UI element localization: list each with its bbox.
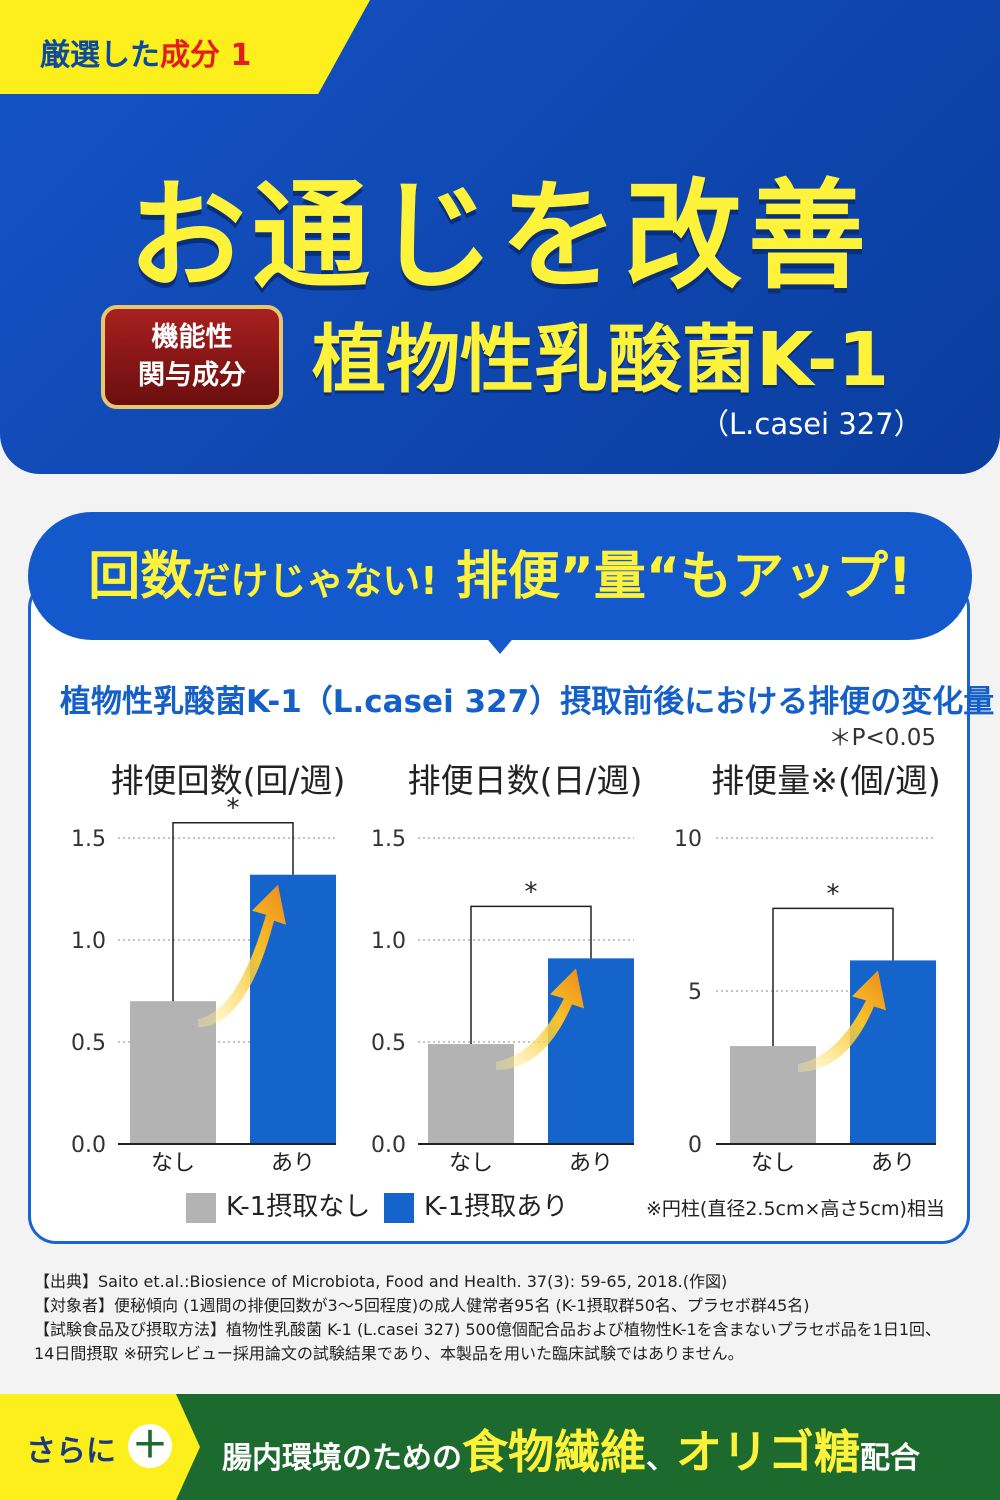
y-tick-label: 0.0: [71, 1133, 106, 1158]
y-tick-label: 1.5: [371, 827, 406, 852]
legend-note: ※円柱(直径2.5cm×高さ5cm)相当: [646, 1198, 945, 1220]
increase-arrow-icon: [496, 968, 584, 1071]
chart-title: 排便回数(回/週): [111, 761, 346, 800]
legend-with: K-1摂取あり: [384, 1186, 568, 1223]
speech-bubble-tail: [478, 628, 522, 654]
badge-line1: 機能性: [151, 322, 233, 353]
reference-line: 【対象者】便秘傾向 (1週間の排便回数が3～5回程度)の成人健常者95名 (K-…: [34, 1296, 810, 1315]
speech-bubble: [28, 512, 972, 640]
chart-title: 排便量※(個/週): [711, 761, 941, 800]
category-label: あり: [271, 1151, 315, 1176]
footer-text: 腸内環境のための食物繊維、オリゴ糖配合: [222, 1425, 920, 1479]
y-tick-label: 5: [688, 980, 702, 1005]
category-label: なし: [449, 1151, 493, 1176]
y-tick-label: 1.0: [71, 929, 106, 954]
significance-note: ＊P<0.05: [828, 725, 936, 751]
bar-none: [730, 1046, 816, 1144]
headline: お通じを改善: [127, 167, 872, 305]
bubble-text: 回数だけじゃない! 排便”量“もアップ!: [88, 547, 912, 607]
legend-none: K-1摂取なし: [186, 1186, 370, 1223]
y-tick-label: 0: [688, 1133, 702, 1158]
category-label: あり: [569, 1151, 613, 1176]
y-tick-label: 0.5: [371, 1031, 406, 1056]
bar-with: [250, 874, 336, 1144]
chart-title: 排便日数(日/週): [408, 761, 643, 800]
legend-with-swatch: [384, 1192, 414, 1223]
category-label: なし: [751, 1151, 795, 1176]
legend-none-swatch: [186, 1192, 216, 1223]
significance-bracket: [470, 905, 592, 1045]
bar-charts: 排便回数(回/週) 0.0 0.5 1.0 1.5 なし あり * 排便日数(日/週) 0.0 0.…: [71, 761, 941, 1176]
references: 【出典】Saito et.al.:Biosience of Microbiota…: [34, 1270, 974, 1366]
product-strain: （L.casei 327）: [700, 407, 923, 441]
significance-bracket: [772, 907, 894, 1047]
increase-arrow-icon: [198, 884, 286, 1028]
footer-banner: さらに ＋ 腸内環境のための食物繊維、オリゴ糖配合: [0, 1394, 1000, 1500]
category-label: なし: [151, 1151, 195, 1176]
product-name: 植物性乳酸菌K-1: [312, 317, 890, 403]
ingredient-tag: [0, 0, 370, 94]
chart-section-title: 植物性乳酸菌K-1（L.casei 327）摂取前後における排便の変化量: [60, 684, 995, 720]
reference-line: 【試験食品及び摂取方法】植物性乳酸菌 K-1 (L.casei 327) 500…: [34, 1320, 942, 1339]
y-tick-label: 1.0: [371, 929, 406, 954]
reference-line: 14日間摂取 ※研究レビュー採用論文の試験結果であり、本製品を用いた臨床試験では…: [34, 1344, 744, 1363]
significance-star: *: [525, 877, 538, 907]
y-tick-label: 0.5: [71, 1031, 106, 1056]
significance-star: *: [827, 879, 840, 909]
category-label: あり: [871, 1151, 915, 1176]
significance-bracket: [172, 821, 294, 1002]
significance-star: *: [227, 794, 240, 824]
ingredient-tag-text: 厳選した成分 1: [40, 38, 252, 73]
bar-none: [428, 1044, 514, 1144]
reference-line: 【出典】Saito et.al.:Biosience of Microbiota…: [34, 1272, 728, 1291]
y-tick-label: 0.0: [371, 1133, 406, 1158]
footer-left-label: さらに: [26, 1434, 116, 1469]
badge-line2: 関与成分: [138, 360, 246, 391]
y-tick-label: 1.5: [71, 827, 106, 852]
plus-icon: ＋: [128, 1424, 172, 1468]
increase-arrow-icon: [798, 970, 886, 1073]
functional-ingredient-badge: 機能性 関与成分: [101, 305, 283, 409]
y-tick-label: 10: [674, 827, 702, 852]
